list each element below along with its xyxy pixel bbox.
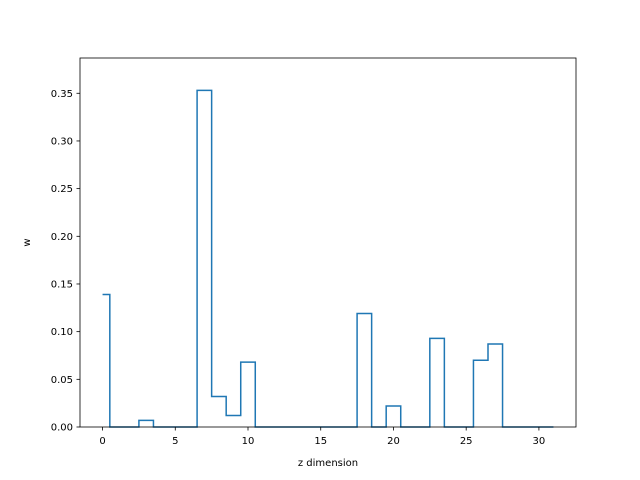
y-tick-label: 0.00 — [51, 423, 73, 434]
x-tick-label: 0 — [99, 436, 105, 447]
x-tick-label: 10 — [242, 436, 255, 447]
x-tick-label: 15 — [314, 436, 327, 447]
plot-area — [102, 89, 554, 428]
y-tick-label: 0.35 — [51, 89, 73, 100]
x-tick-label: 25 — [460, 436, 473, 447]
y-tick-label: 0.30 — [51, 136, 73, 147]
y-tick-label: 0.15 — [51, 279, 73, 290]
series-step-line — [102, 89, 554, 428]
x-tick-label: 30 — [533, 436, 546, 447]
x-axis-label: z dimension — [298, 458, 358, 469]
plot-frame — [79, 57, 577, 428]
y-tick-label: 0.05 — [51, 375, 73, 386]
y-tick-label: 0.20 — [51, 232, 73, 243]
x-tick-label: 20 — [387, 436, 400, 447]
y-axis: 0.00 0.05 0.10 0.15 0.20 0.25 0.30 0.35 — [51, 89, 80, 434]
y-tick-label: 0.25 — [51, 184, 73, 195]
y-tick-label: 0.10 — [51, 327, 73, 338]
x-tick-label: 5 — [172, 436, 178, 447]
x-axis: 0 5 10 15 20 25 30 — [99, 427, 545, 447]
y-axis-label: w — [22, 238, 33, 246]
